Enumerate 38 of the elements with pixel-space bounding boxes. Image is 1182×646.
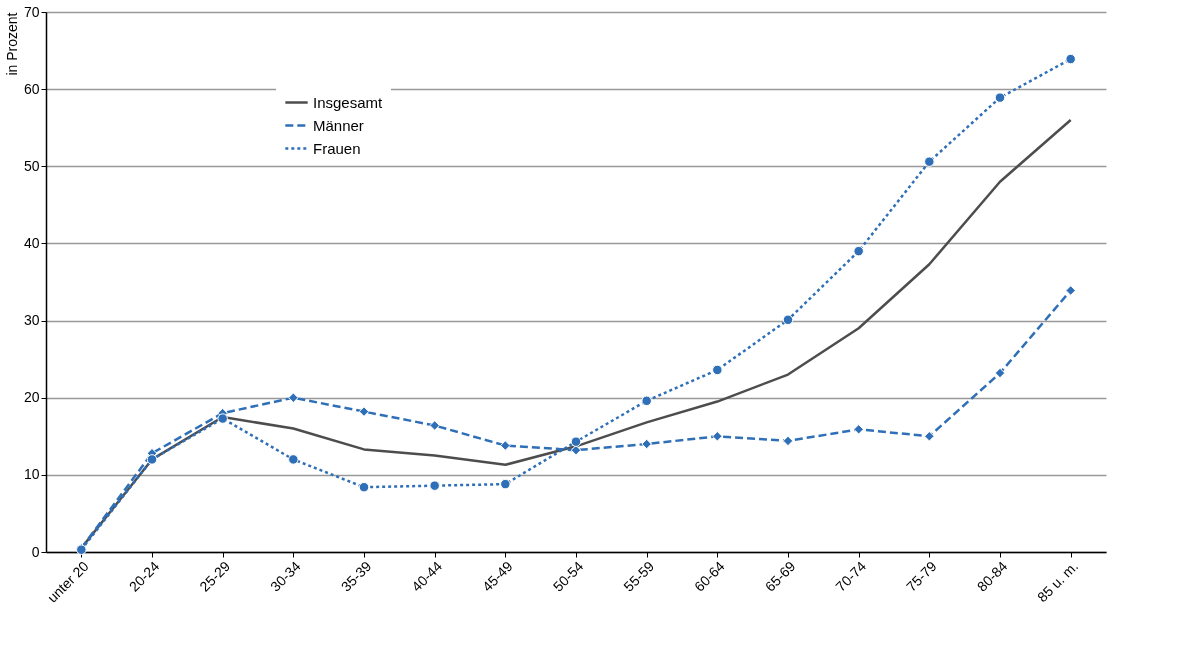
point	[1065, 285, 1076, 296]
y-tick-label: 20	[23, 389, 40, 406]
y-axis-title: in Prozent	[3, 12, 20, 76]
y-tick-label: 40	[23, 234, 40, 251]
point	[288, 392, 299, 403]
point	[570, 436, 582, 447]
point	[429, 420, 440, 431]
x-tick-label: 85 u. m.	[1033, 558, 1082, 606]
point	[641, 395, 652, 407]
point	[429, 480, 440, 491]
legend-label: Frauen	[313, 139, 361, 157]
y-tick-label: 70	[23, 3, 40, 20]
point	[853, 245, 864, 257]
point	[358, 406, 370, 417]
point	[641, 438, 652, 450]
point	[924, 156, 935, 167]
point	[500, 440, 511, 451]
point	[500, 478, 511, 490]
y-tick-label: 60	[23, 80, 40, 97]
point	[782, 314, 794, 326]
legend-label: Insgesamt	[313, 93, 384, 111]
y-tick-label: 50	[23, 157, 40, 174]
point	[994, 92, 1006, 103]
point	[358, 481, 370, 493]
y-tick-label: 0	[31, 543, 40, 560]
point	[217, 413, 228, 424]
point	[712, 431, 723, 442]
point	[1065, 53, 1076, 65]
point	[994, 367, 1006, 379]
legend-label: Männer	[313, 116, 364, 134]
y-tick-label: 30	[23, 312, 40, 329]
point	[782, 435, 794, 447]
point	[924, 431, 935, 442]
point	[712, 364, 723, 376]
point	[146, 454, 158, 465]
point	[853, 424, 864, 435]
y-tick-label: 10	[23, 466, 40, 483]
point	[288, 454, 299, 465]
